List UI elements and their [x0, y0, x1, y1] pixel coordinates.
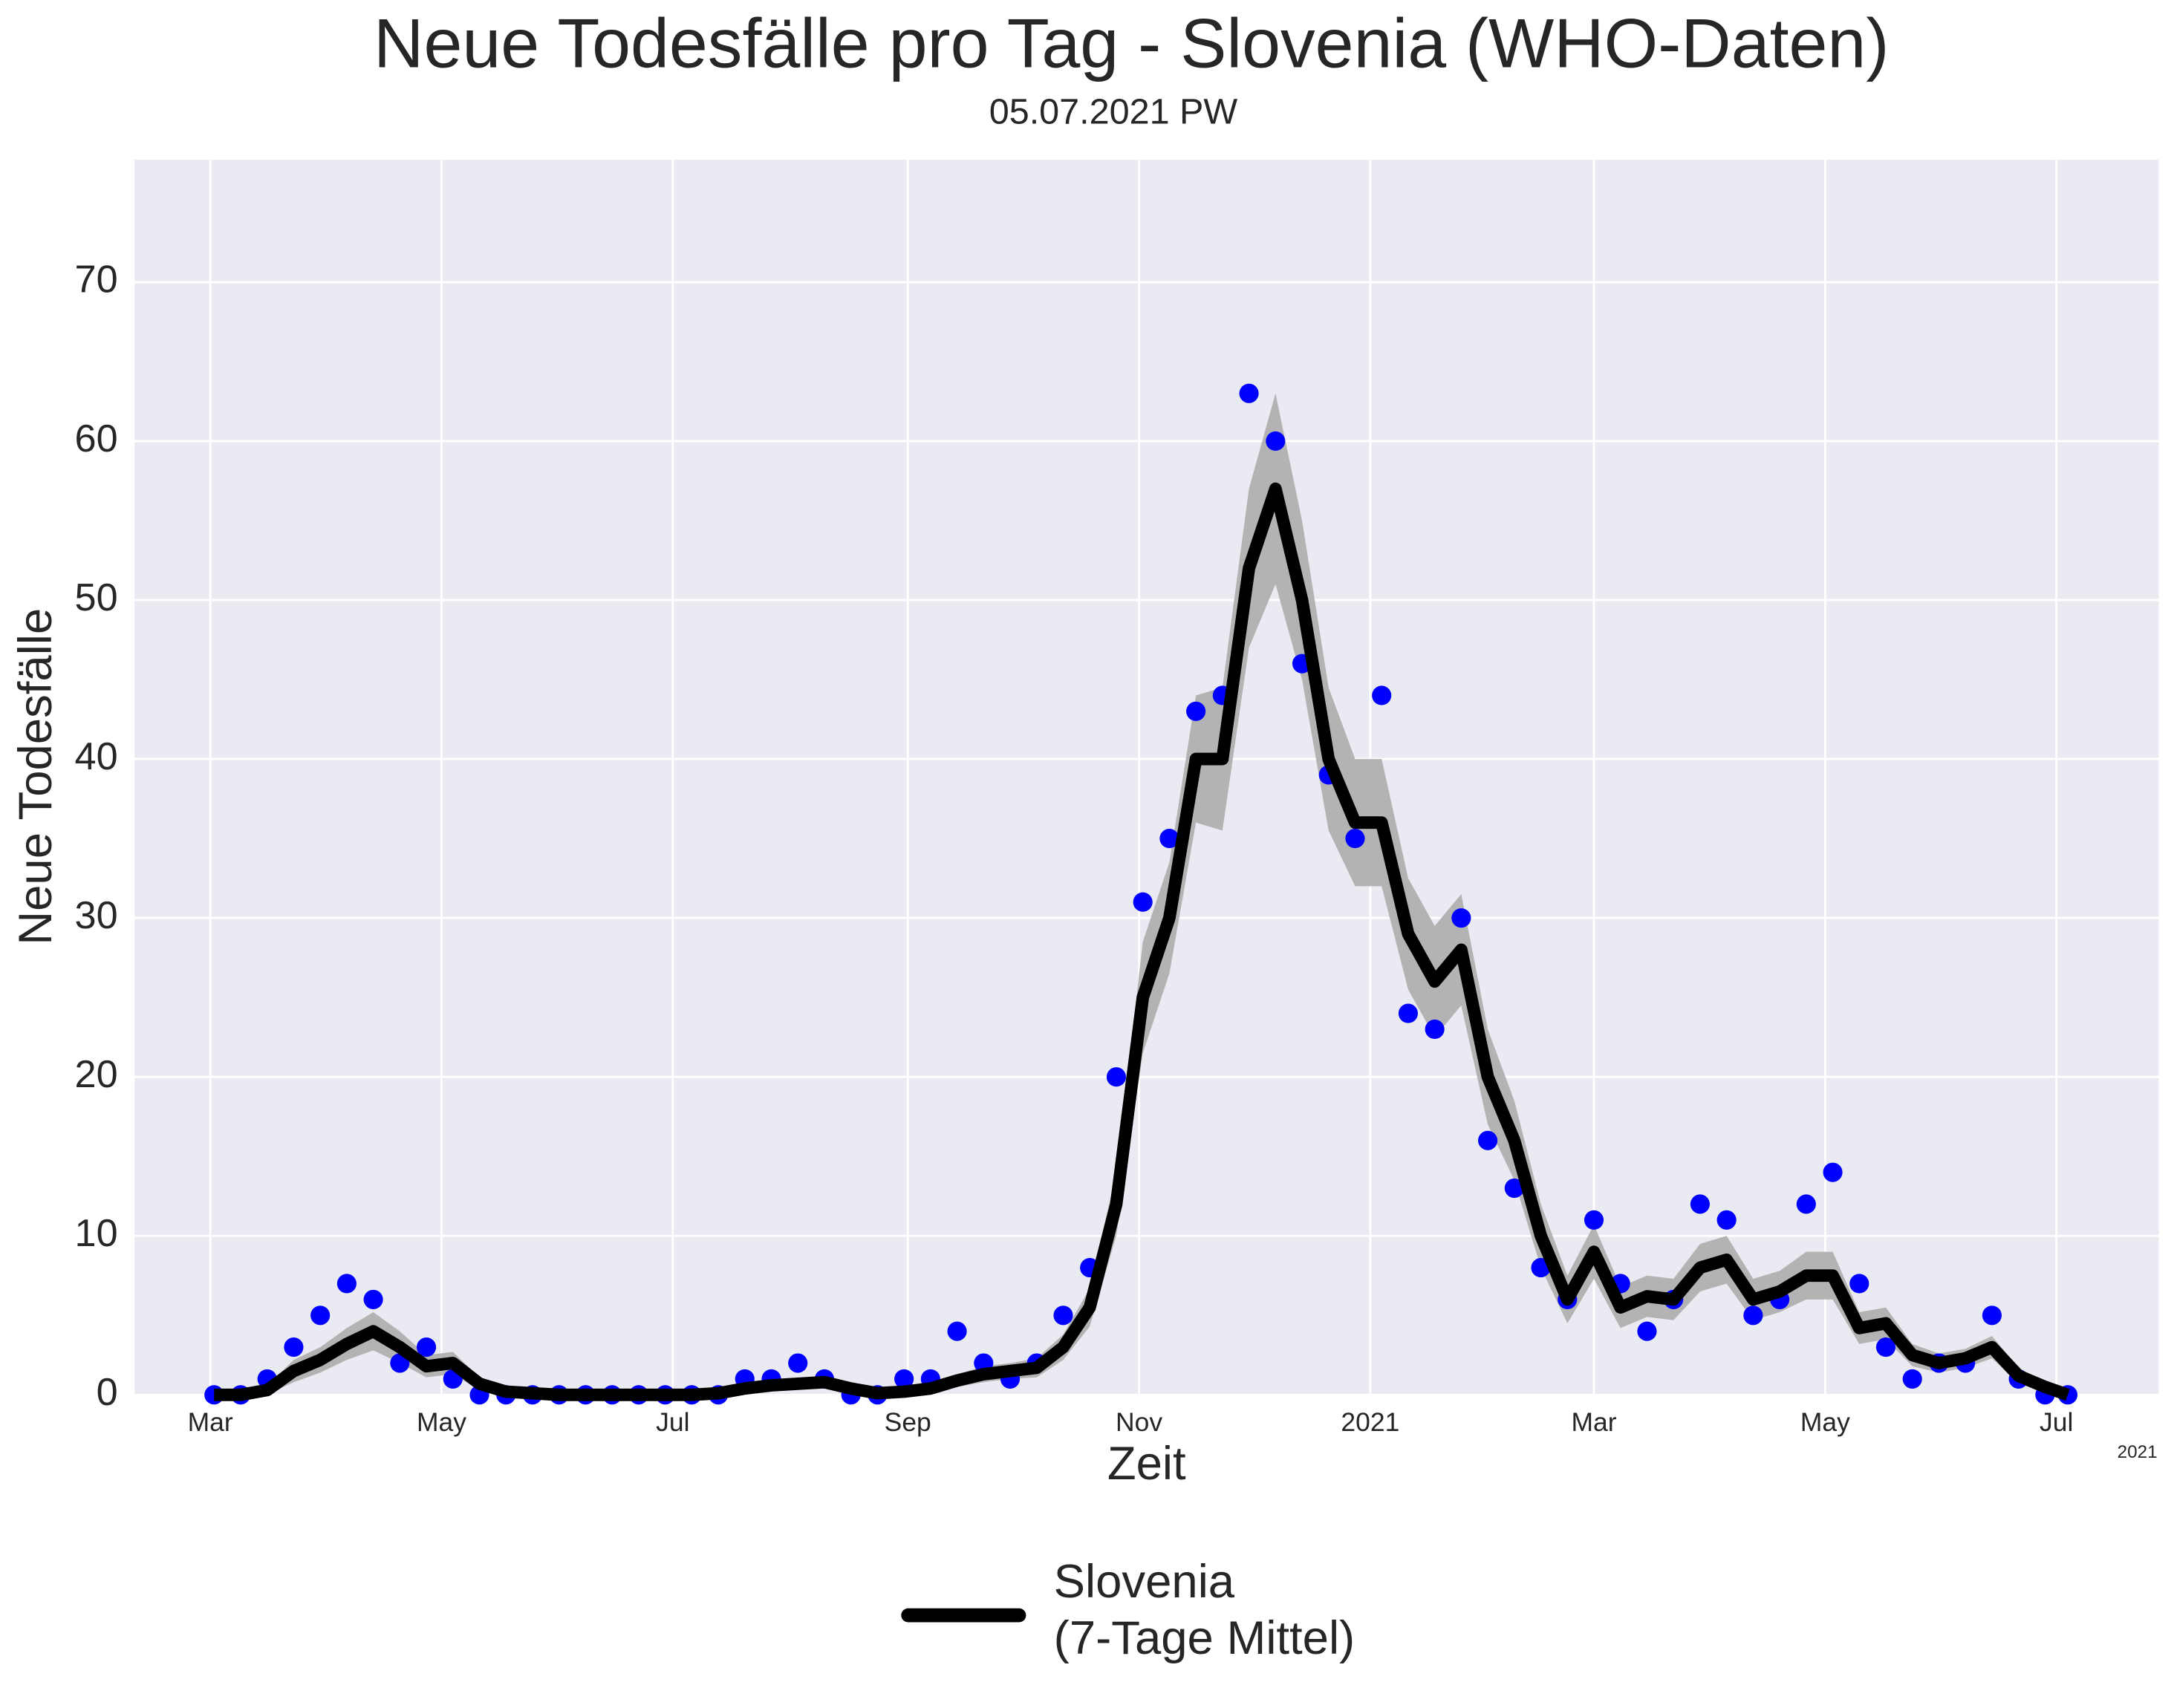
x-tick-label: Sep [885, 1407, 931, 1437]
data-point [1849, 1274, 1869, 1294]
plot-area [134, 160, 2159, 1405]
data-point [1345, 829, 1365, 849]
y-axis-label: Neue Todesfälle [10, 608, 62, 945]
data-point [894, 1369, 914, 1389]
data-point [1133, 892, 1153, 912]
y-tick-label: 60 [75, 417, 118, 460]
y-tick-label: 70 [75, 258, 118, 301]
data-point [1478, 1130, 1498, 1150]
data-point [1823, 1162, 1843, 1182]
mean-line [214, 482, 2070, 1401]
data-point [1584, 1210, 1604, 1230]
plot-background [134, 160, 2159, 1395]
data-point [1637, 1321, 1657, 1341]
x-tick-label: Mar [188, 1407, 233, 1437]
data-point [1425, 1019, 1445, 1040]
x-tick-label: Jul [656, 1407, 689, 1437]
data-point [1743, 1306, 1763, 1326]
data-point [1982, 1306, 2002, 1326]
y-tick-label: 0 [97, 1371, 118, 1414]
data-point [336, 1274, 357, 1294]
data-point [1875, 1337, 1896, 1357]
data-point [1796, 1194, 1816, 1214]
chart-subtitle: 05.07.2021 PW [989, 91, 1238, 131]
data-point [1690, 1194, 1710, 1214]
data-point [310, 1306, 331, 1326]
x-tick-label: May [1800, 1407, 1850, 1437]
x-tick-label: 2021 [1341, 1407, 1399, 1437]
x-tick-label: Nov [1116, 1407, 1162, 1437]
y-tick-label: 50 [75, 576, 118, 619]
data-point [1902, 1369, 1922, 1389]
y-tick-label: 10 [75, 1212, 118, 1255]
data-point [1186, 701, 1206, 721]
data-point [416, 1337, 437, 1357]
data-point [1239, 383, 1259, 403]
data-point [1398, 1003, 1418, 1023]
data-point [788, 1353, 808, 1373]
y-tick-label: 30 [75, 894, 118, 937]
data-point [1716, 1210, 1737, 1230]
x-tick-label: Mar [1571, 1407, 1616, 1437]
data-point [1266, 431, 1286, 452]
data-point [284, 1337, 304, 1357]
data-point [1053, 1306, 1073, 1326]
data-point [363, 1289, 383, 1309]
legend-label: Slovenia (7-Tage Mittel) [1054, 1556, 1356, 1664]
x-tick-label: May [417, 1407, 466, 1437]
x-offset-label: 2021 [2118, 1442, 2158, 1462]
data-point [1504, 1178, 1524, 1199]
chart-title: Neue Todesfälle pro Tag - Slovenia (WHO-… [374, 4, 1889, 82]
data-point [1159, 829, 1179, 849]
x-tick-label: Jul [2040, 1407, 2073, 1437]
data-point [1372, 685, 1392, 705]
y-tick-label: 40 [75, 735, 118, 778]
data-point [947, 1321, 967, 1341]
x-axis-label: Zeit [1107, 1438, 1186, 1490]
y-tick-label: 20 [75, 1053, 118, 1096]
data-point [1451, 908, 1471, 928]
data-point [1106, 1067, 1127, 1087]
